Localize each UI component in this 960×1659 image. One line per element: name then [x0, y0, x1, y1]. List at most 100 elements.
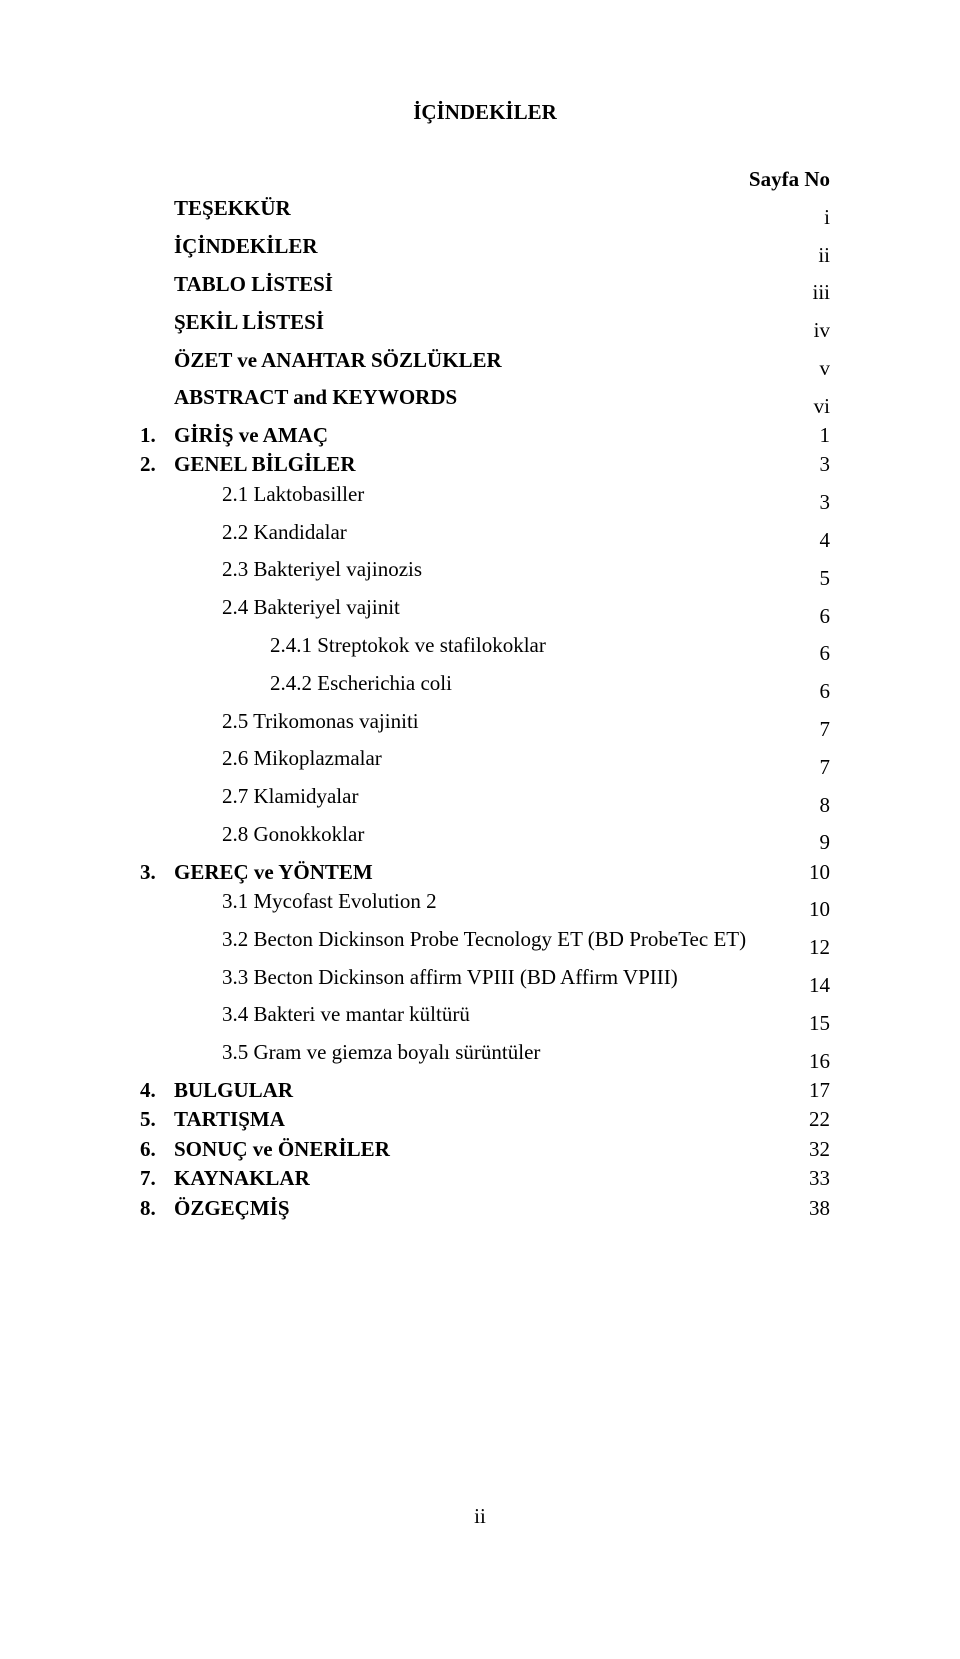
toc-row-label: ŞEKİL LİSTESİ — [174, 308, 324, 337]
toc-row: 3.GEREÇ ve YÖNTEM10 — [140, 858, 830, 887]
toc-row-left: 2.4.2 Escherichia coli — [140, 669, 452, 698]
toc-row-label: 3.3 Becton Dickinson affirm VPIII (BD Af… — [174, 963, 678, 992]
toc-row-label: TABLO LİSTESİ — [174, 270, 333, 299]
toc-row: 2.4 Bakteriyel vajinit 6 — [140, 593, 830, 631]
toc-row-page: v — [770, 354, 830, 383]
toc-row-label: 2.4 Bakteriyel vajinit — [174, 593, 400, 622]
toc-row-page: 4 — [770, 526, 830, 555]
toc-row-left: ÖZET ve ANAHTAR SÖZLÜKLER — [140, 346, 502, 375]
toc-row: 6.SONUÇ ve ÖNERİLER 32 — [140, 1135, 830, 1164]
toc-row-left: 5.TARTIŞMA — [140, 1105, 285, 1134]
toc-row-left: 8.ÖZGEÇMİŞ — [140, 1194, 290, 1223]
toc-row-label: 2.8 Gonokkoklar — [174, 820, 364, 849]
toc-row-number: 5. — [140, 1105, 174, 1134]
toc-row-label: 3.2 Becton Dickinson Probe Tecnology ET … — [174, 925, 746, 954]
toc-row-number — [140, 782, 174, 811]
toc-row-label: ÖZET ve ANAHTAR SÖZLÜKLER — [174, 346, 502, 375]
toc-row-page: 6 — [770, 677, 830, 706]
toc-row-number — [140, 669, 174, 698]
toc-row-left: 6.SONUÇ ve ÖNERİLER — [140, 1135, 390, 1164]
toc-row: 1.GİRİŞ ve AMAÇ1 — [140, 421, 830, 450]
toc-row-number — [140, 232, 174, 261]
toc-row-left: 4.BULGULAR — [140, 1076, 293, 1105]
toc-row-number — [140, 925, 174, 954]
toc-row-number: 6. — [140, 1135, 174, 1164]
toc-row: TEŞEKKÜR i — [140, 194, 830, 232]
toc-row: 8.ÖZGEÇMİŞ 38 — [140, 1194, 830, 1223]
toc-row-page: ii — [770, 241, 830, 270]
toc-row-left: 2.6 Mikoplazmalar — [140, 744, 382, 773]
toc-header-row: Sayfa No — [140, 165, 830, 194]
toc-row-page: 9 — [770, 828, 830, 857]
toc-row-number — [140, 1000, 174, 1029]
toc-row-page: 8 — [770, 791, 830, 820]
toc-row-page: 6 — [770, 602, 830, 631]
toc-row-label: 2.1 Laktobasiller — [174, 480, 364, 509]
toc-row-left: 3.5 Gram ve giemza boyalı sürüntüler — [140, 1038, 540, 1067]
toc-row-left: 2.2 Kandidalar — [140, 518, 347, 547]
toc-row-left: ŞEKİL LİSTESİ — [140, 308, 324, 337]
toc-row-number — [140, 963, 174, 992]
toc-row: 2.1 Laktobasiller3 — [140, 480, 830, 518]
toc-row-page: i — [770, 203, 830, 232]
toc-row-number: 2. — [140, 450, 174, 479]
toc-row: 2.6 Mikoplazmalar 7 — [140, 744, 830, 782]
toc-row-label: BULGULAR — [174, 1076, 293, 1105]
toc-row-label: TARTIŞMA — [174, 1105, 285, 1134]
toc-row-left: 2.1 Laktobasiller — [140, 480, 364, 509]
toc-row-page: 33 — [770, 1164, 830, 1193]
toc-row-label: 3.4 Bakteri ve mantar kültürü — [174, 1000, 470, 1029]
toc-row-page: 32 — [770, 1135, 830, 1164]
toc-row-left: 3.4 Bakteri ve mantar kültürü — [140, 1000, 470, 1029]
toc-row-page: 22 — [770, 1105, 830, 1134]
toc-row: ÖZET ve ANAHTAR SÖZLÜKLER v — [140, 346, 830, 384]
toc-row-label: GENEL BİLGİLER — [174, 450, 355, 479]
toc-row-left: 2.7 Klamidyalar — [140, 782, 358, 811]
toc-row-left: 1.GİRİŞ ve AMAÇ — [140, 421, 328, 450]
toc-row-left: 2.3 Bakteriyel vajinozis — [140, 555, 422, 584]
toc-row-number — [140, 1038, 174, 1067]
toc-row-number — [140, 194, 174, 223]
toc-row-number: 3. — [140, 858, 174, 887]
toc-row-label: İÇİNDEKİLER — [174, 232, 318, 261]
toc-row-number — [140, 707, 174, 736]
page-number: ii — [0, 1504, 960, 1529]
toc-row-left: 2.8 Gonokkoklar — [140, 820, 364, 849]
toc-row-label: TEŞEKKÜR — [174, 194, 291, 223]
toc-row-number — [140, 820, 174, 849]
toc-row: TABLO LİSTESİiii — [140, 270, 830, 308]
toc-row-number — [140, 270, 174, 299]
toc-row-left: 2.4.1 Streptokok ve stafilokoklar — [140, 631, 546, 660]
toc-row-page: 16 — [770, 1047, 830, 1076]
toc-row-number — [140, 555, 174, 584]
page-title: İÇİNDEKİLER — [140, 100, 830, 125]
toc-row-left: 2.4 Bakteriyel vajinit — [140, 593, 400, 622]
toc-row-page: 7 — [770, 753, 830, 782]
toc-row-label: 2.5 Trikomonas vajiniti — [174, 707, 419, 736]
toc-row: İÇİNDEKİLER ii — [140, 232, 830, 270]
toc-row-page: vi — [770, 392, 830, 421]
toc-row-number — [140, 480, 174, 509]
toc-row: 7.KAYNAKLAR33 — [140, 1164, 830, 1193]
toc-row-number — [140, 593, 174, 622]
toc-row-number — [140, 518, 174, 547]
toc-row: 3.3 Becton Dickinson affirm VPIII (BD Af… — [140, 963, 830, 1001]
toc-row: 3.5 Gram ve giemza boyalı sürüntüler 16 — [140, 1038, 830, 1076]
toc-row-label: ÖZGEÇMİŞ — [174, 1194, 290, 1223]
toc-row-left: ABSTRACT and KEYWORDS — [140, 383, 457, 412]
toc-row: 4.BULGULAR17 — [140, 1076, 830, 1105]
toc-row-label: 2.6 Mikoplazmalar — [174, 744, 382, 773]
toc-row: ABSTRACT and KEYWORDS vi — [140, 383, 830, 421]
toc-row-page: 7 — [770, 715, 830, 744]
table-of-contents: Sayfa No TEŞEKKÜRiİÇİNDEKİLERiiTABLO LİS… — [140, 165, 830, 1223]
toc-row: 2.8 Gonokkoklar 9 — [140, 820, 830, 858]
toc-row-number: 7. — [140, 1164, 174, 1193]
toc-header-page: Sayfa No — [749, 165, 830, 194]
toc-row-page: 5 — [770, 564, 830, 593]
toc-row-page: 38 — [770, 1194, 830, 1223]
toc-row: 2.3 Bakteriyel vajinozis 5 — [140, 555, 830, 593]
toc-row-left: 2.GENEL BİLGİLER — [140, 450, 355, 479]
toc-row-number — [140, 346, 174, 375]
toc-row-number — [140, 744, 174, 773]
toc-row: 2.4.1 Streptokok ve stafilokoklar6 — [140, 631, 830, 669]
